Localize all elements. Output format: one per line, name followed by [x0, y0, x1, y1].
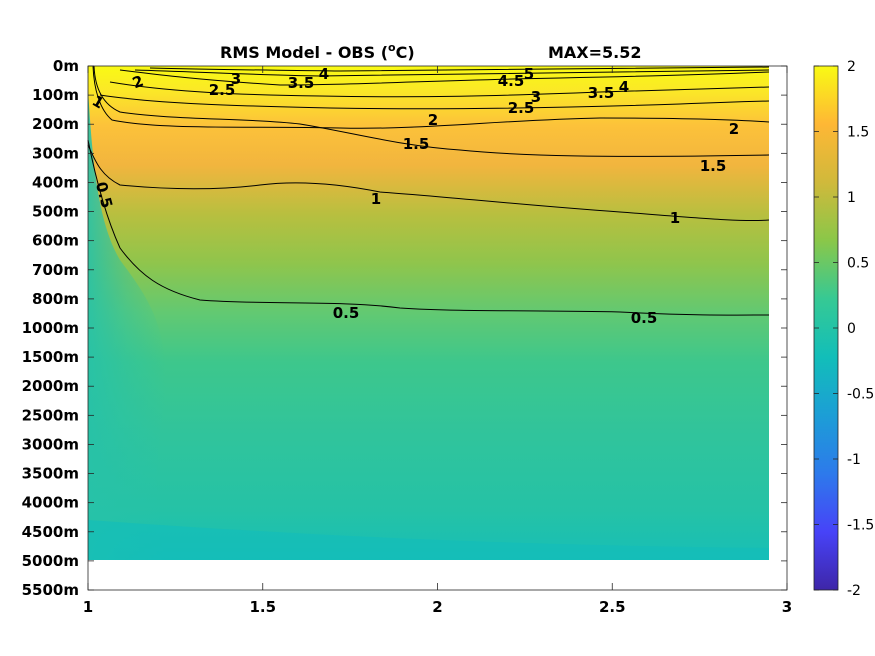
- contour-label: 5: [524, 65, 534, 83]
- y-tick-label: 100m: [32, 86, 79, 104]
- contour-label: 2: [729, 120, 739, 138]
- y-tick-label: 400m: [32, 173, 79, 191]
- contour-lines: [87, 65, 770, 316]
- y-tick-label: 600m: [32, 232, 79, 250]
- contour-label: 2.5: [209, 81, 236, 99]
- colorbar-tick-label: -2: [847, 583, 861, 599]
- colorbar-tick-label: -1: [847, 452, 861, 468]
- colorbar-tick-label: 1.5: [847, 125, 869, 141]
- y-tick-label: 300m: [32, 144, 79, 162]
- contour-label: 3: [231, 70, 241, 88]
- x-tick-label: 3: [782, 598, 792, 616]
- contour-label: 1: [371, 190, 381, 208]
- temperature-rms-field: [88, 66, 769, 560]
- x-tick-label: 1: [83, 598, 93, 616]
- contour-label: 0.5: [631, 309, 658, 327]
- contour-label: 3.5: [588, 84, 615, 102]
- y-tick-label: 5000m: [22, 552, 79, 570]
- y-tick-label: 5500m: [22, 581, 79, 599]
- x-tick-label: 1.5: [249, 598, 276, 616]
- colorbar-tick-label: -1.5: [847, 518, 874, 534]
- contour-label: 0.5: [333, 304, 360, 322]
- y-tick-label: 2500m: [22, 406, 79, 424]
- contour-label: 1.5: [700, 157, 727, 175]
- y-tick-label: 1000m: [22, 319, 79, 337]
- y-tick-label: 800m: [32, 290, 79, 308]
- contour-label: 4: [319, 65, 329, 83]
- y-tick-label: 4000m: [22, 494, 79, 512]
- y-tick-label: 0m: [53, 57, 79, 75]
- colorbar-tick-label: 1: [847, 190, 856, 206]
- contour-label: 3: [531, 88, 541, 106]
- contour-label: 1.5: [403, 135, 430, 153]
- contour-label: 1: [670, 209, 680, 227]
- y-tick-label: 4500m: [22, 523, 79, 541]
- y-tick-label: 3000m: [22, 435, 79, 453]
- contour-label: 3.5: [288, 74, 315, 92]
- max-value-label: MAX=5.52: [548, 43, 642, 62]
- colorbar-ticks: 2 1.5 1 0.5 0 -0.5 -1 -1.5 -2: [814, 59, 874, 599]
- colorbar: 2 1.5 1 0.5 0 -0.5 -1 -1.5 -2: [813, 59, 874, 599]
- contour-label: 2: [428, 111, 438, 129]
- colorbar-tick-label: 0.5: [847, 256, 869, 272]
- contour-label: 4.5: [498, 72, 525, 90]
- colorbar-tick-label: 2: [847, 59, 856, 75]
- chart-title: RMS Model - OBS (oC): [220, 41, 415, 62]
- colorbar-tick-label: 0: [847, 321, 856, 337]
- y-tick-label: 700m: [32, 261, 79, 279]
- contour-label: 2.5: [508, 99, 535, 117]
- x-tick-label: 2.5: [599, 598, 626, 616]
- contour-label: 4: [619, 78, 629, 96]
- y-tick-label: 500m: [32, 203, 79, 221]
- y-tick-label: 200m: [32, 115, 79, 133]
- y-tick-label: 3500m: [22, 465, 79, 483]
- y-tick-label: 2000m: [22, 377, 79, 395]
- y-axis-ticks: 0m 100m 200m 300m 400m 500m 600m 700m 800m 1000m 1…: [22, 57, 787, 599]
- x-tick-label: 2: [432, 598, 442, 616]
- x-axis-ticks: 1 1.5 2 2.5 3: [83, 66, 792, 616]
- colorbar-tick-label: -0.5: [847, 387, 874, 403]
- y-tick-label: 1500m: [22, 348, 79, 366]
